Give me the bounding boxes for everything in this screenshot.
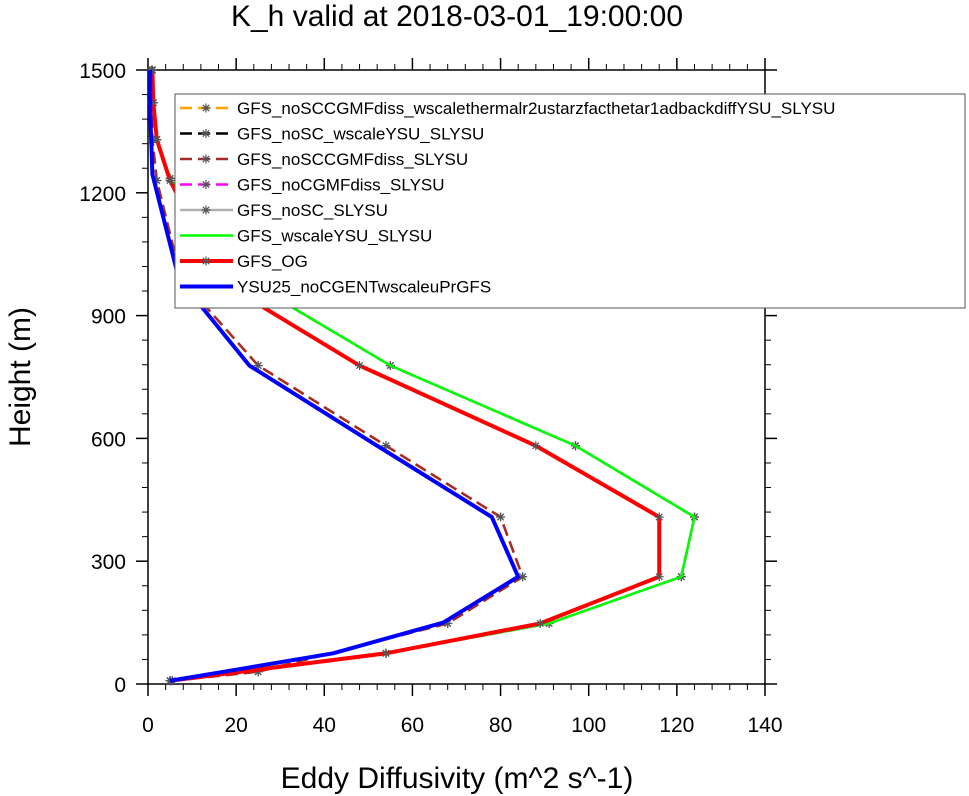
legend-label: GFS_noSC_SLYSU (237, 201, 388, 220)
x-tick-label: 140 (747, 714, 782, 737)
legend-box (174, 93, 966, 309)
x-tick-label: 80 (489, 714, 512, 737)
legend-item: GFS_noCGMFdiss_SLYSU (180, 176, 445, 195)
x-tick-label: 20 (224, 714, 247, 737)
plot-border (147, 69, 766, 685)
y-tick-label: 900 (91, 306, 126, 329)
x-tick-label: 100 (571, 714, 606, 737)
legend-label: GFS_noSC_wscaleYSU_SLYSU (237, 125, 484, 144)
y-tick-label: 1500 (79, 60, 126, 83)
data-point (165, 176, 175, 186)
y-axis-label: Height (m) (4, 307, 37, 447)
y-tick-label: 1200 (79, 183, 126, 206)
x-tick-label: 120 (659, 714, 694, 737)
legend-item: GFS_noSC_wscaleYSU_SLYSU (180, 125, 484, 144)
legend-marker (201, 180, 211, 189)
legend-item: GFS_noSCCGMFdiss_wscalethermalr2ustarzfa… (180, 99, 835, 118)
legend-marker (201, 103, 211, 113)
y-tick-label: 300 (91, 551, 126, 574)
data-point (355, 361, 365, 371)
legend-marker (201, 154, 211, 164)
x-tick-label: 40 (313, 714, 336, 737)
series-line (150, 69, 662, 683)
legend-item: GFS_noSCCGMFdiss_SLYSU (180, 150, 468, 169)
legend-label: GFS_noCGMFdiss_SLYSU (237, 176, 445, 195)
x-tick-label: 60 (401, 714, 424, 737)
legend-marker (201, 129, 211, 138)
series-line (148, 70, 521, 683)
data-point (654, 572, 664, 582)
y-tick-label: 600 (91, 428, 126, 451)
legend-item: GFS_noSC_SLYSU (180, 201, 388, 220)
legend-item: GFS_OG (180, 252, 308, 271)
data-point (381, 648, 391, 658)
legend-label: YSU25_noCGENTwscaleuPrGFS (237, 278, 491, 297)
legend-item: GFS_wscaleYSU_SLYSU (180, 227, 432, 246)
y-tick-label: 0 (114, 674, 126, 697)
legend-marker (201, 256, 211, 266)
x-axis-label: Eddy Diffusivity (m^2 s^-1) (281, 762, 634, 795)
legend: GFS_noSCCGMFdiss_wscalethermalr2ustarzfa… (174, 93, 966, 309)
legend-label: GFS_noSCCGMFdiss_SLYSU (237, 150, 468, 169)
data-point (535, 618, 545, 628)
legend-label: GFS_wscaleYSU_SLYSU (237, 227, 432, 246)
x-tick-label: 0 (142, 714, 154, 737)
plot-frame (147, 69, 766, 685)
data-point (654, 512, 664, 522)
legend-item: YSU25_noCGENTwscaleuPrGFS (180, 278, 491, 297)
data-point (496, 512, 506, 522)
series-8 (148, 70, 521, 683)
legend-marker (201, 205, 211, 215)
data-point (152, 135, 162, 145)
chart-title: K_h valid at 2018-03-01_19:00:00 (231, 0, 683, 33)
legend-label: GFS_OG (237, 252, 308, 271)
data-point (531, 441, 541, 451)
legend-label: GFS_noSCCGMFdiss_wscalethermalr2ustarzfa… (237, 99, 835, 118)
